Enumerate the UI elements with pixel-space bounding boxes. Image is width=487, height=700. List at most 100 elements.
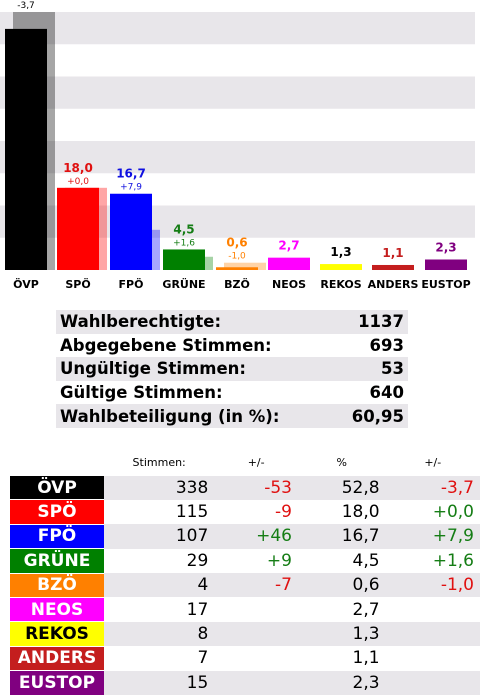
grid-band: [0, 76, 475, 109]
value-label: 1,3: [330, 245, 351, 259]
change-label: +1,6: [173, 238, 195, 248]
category-label: ANDERS: [368, 278, 419, 291]
percent-change-cell: [386, 646, 480, 670]
bar-chart: 52,8-3,718,0+0,016,7+7,94,5+1,60,6-1,02,…: [0, 1, 475, 291]
category-label: FPÖ: [119, 277, 144, 291]
percent-change-cell: +1,6: [432, 550, 474, 571]
party-name-cell: ANDERS: [10, 646, 104, 672]
votes-change-cell: +9: [266, 550, 292, 571]
bar-labels: 52,8-3,718,0+0,016,7+7,94,5+1,60,6-1,02,…: [17, 1, 456, 262]
bar-övp: [5, 28, 47, 271]
bar-bzö: [216, 267, 258, 270]
votes-cell: 7: [197, 648, 209, 669]
value-label: 2,7: [278, 239, 299, 253]
header-votes: Stimmen:: [132, 455, 186, 469]
percent-cell: 4,5: [352, 550, 380, 571]
results-table: Stimmen: +/- % +/- ÖVP 338 -53 52,8 -3,7 SPÖ 1…: [10, 448, 480, 696]
bar-neos: [268, 257, 310, 270]
percent-cell: 1,1: [352, 648, 380, 669]
value-label: 0,6: [226, 236, 247, 250]
category-label: EUSTOP: [421, 278, 470, 291]
votes-change-cell: [214, 670, 298, 696]
category-label: SPÖ: [65, 277, 90, 291]
stat-label: Abgegebene Stimmen:: [60, 335, 272, 355]
election-statistics: Wahlberechtigte: 1137 Abgegebene Stimmen:…: [56, 310, 408, 428]
votes-cell: 115: [175, 502, 209, 523]
table-row: GRÜNE 29 +9 4,5 +1,6: [10, 548, 480, 574]
table-row: ANDERS 7 1,1: [10, 646, 480, 672]
stat-value: 1137: [334, 310, 408, 334]
bar-eustop: [425, 259, 467, 270]
previous-bar-bzö: [224, 262, 266, 270]
votes-change-cell: -53: [214, 476, 298, 500]
percent-cell: 0,6: [297, 573, 386, 598]
percent-cell: 2,7: [352, 599, 380, 620]
value-label: 2,3: [435, 240, 456, 254]
party-name-cell: REKOS: [10, 621, 104, 647]
stat-row: Wahlberechtigte: 1137: [56, 310, 408, 334]
bar-rekos: [320, 264, 362, 270]
table-row: BZÖ 4 -7 0,6 -1,0: [10, 573, 480, 598]
stat-value: 640: [369, 383, 404, 403]
votes-cell: 8: [104, 621, 215, 647]
percent-cell: 52,8: [297, 476, 386, 500]
stat-value: 60,95: [334, 404, 408, 428]
percent-cell: 2,3: [297, 670, 386, 696]
votes-cell: 15: [104, 670, 215, 696]
bar-fpö: [110, 193, 152, 270]
category-labels: ÖVP SPÖ FPÖ GRÜNE BZÖ NEOS REKOS ANDERS EUSTOP: [13, 277, 470, 291]
percent-change-cell: +7,9: [385, 524, 480, 549]
table-row: SPÖ 115 -9 18,0 +0,0: [10, 499, 480, 525]
stat-label: Gültige Stimmen:: [60, 383, 223, 403]
percent-change-cell: +0,0: [432, 502, 474, 523]
change-label: -1,0: [228, 252, 246, 262]
result-bars: [5, 28, 467, 271]
table-row: NEOS 17 2,7: [10, 597, 480, 623]
party-name-cell: EUSTOP: [10, 670, 104, 696]
votes-change-cell: -7: [214, 573, 298, 598]
stat-value: 693: [369, 335, 404, 355]
value-label: 4,5: [173, 222, 194, 236]
table-row: REKOS 8 1,3: [10, 621, 480, 647]
category-label: BZÖ: [224, 277, 250, 291]
bar-anders: [372, 264, 414, 270]
header-party: [10, 448, 104, 476]
party-name-cell: BZÖ: [10, 573, 104, 598]
votes-change-cell: [214, 597, 298, 621]
votes-cell: 4: [104, 573, 215, 598]
bar-spö: [57, 187, 99, 270]
table-row: ÖVP 338 -53 52,8 -3,7: [10, 476, 480, 501]
stat-label: Wahlberechtigte:: [56, 310, 335, 334]
votes-change-cell: [214, 621, 298, 647]
party-name-cell: FPÖ: [10, 524, 104, 550]
votes-cell: 107: [104, 524, 215, 549]
party-name-cell: GRÜNE: [10, 548, 104, 574]
change-label: -3,7: [17, 1, 35, 11]
percent-change-cell: -1,0: [385, 573, 480, 598]
table-row: FPÖ 107 +46 16,7 +7,9: [10, 524, 480, 550]
stat-row: Abgegebene Stimmen: 693: [56, 334, 408, 358]
value-label: 1,1: [382, 246, 403, 260]
stat-value: 53: [334, 357, 408, 381]
grid-band: [0, 12, 475, 45]
votes-cell: 29: [186, 550, 209, 571]
change-label: +7,9: [120, 183, 142, 193]
percent-cell: 18,0: [341, 502, 380, 523]
category-label: GRÜNE: [162, 277, 205, 291]
stat-row: Wahlbeteiligung (in %): 60,95: [56, 404, 408, 428]
percent-change-cell: -3,7: [385, 476, 480, 500]
header-votes-change: +/-: [247, 455, 265, 469]
category-label: ÖVP: [13, 277, 39, 291]
table-row: EUSTOP 15 2,3: [10, 670, 480, 696]
stat-row: Gültige Stimmen: 640: [56, 381, 408, 405]
votes-cell: 17: [186, 599, 209, 620]
percent-change-cell: [386, 597, 480, 621]
value-label: 16,7: [116, 167, 146, 181]
percent-change-cell: [385, 670, 480, 696]
grid-band: [0, 141, 475, 174]
percent-cell: 16,7: [297, 524, 386, 549]
header-percent: %: [336, 455, 347, 469]
stat-row: Ungültige Stimmen: 53: [56, 357, 408, 381]
percent-change-cell: [385, 621, 480, 647]
votes-change-cell: -9: [275, 502, 292, 523]
